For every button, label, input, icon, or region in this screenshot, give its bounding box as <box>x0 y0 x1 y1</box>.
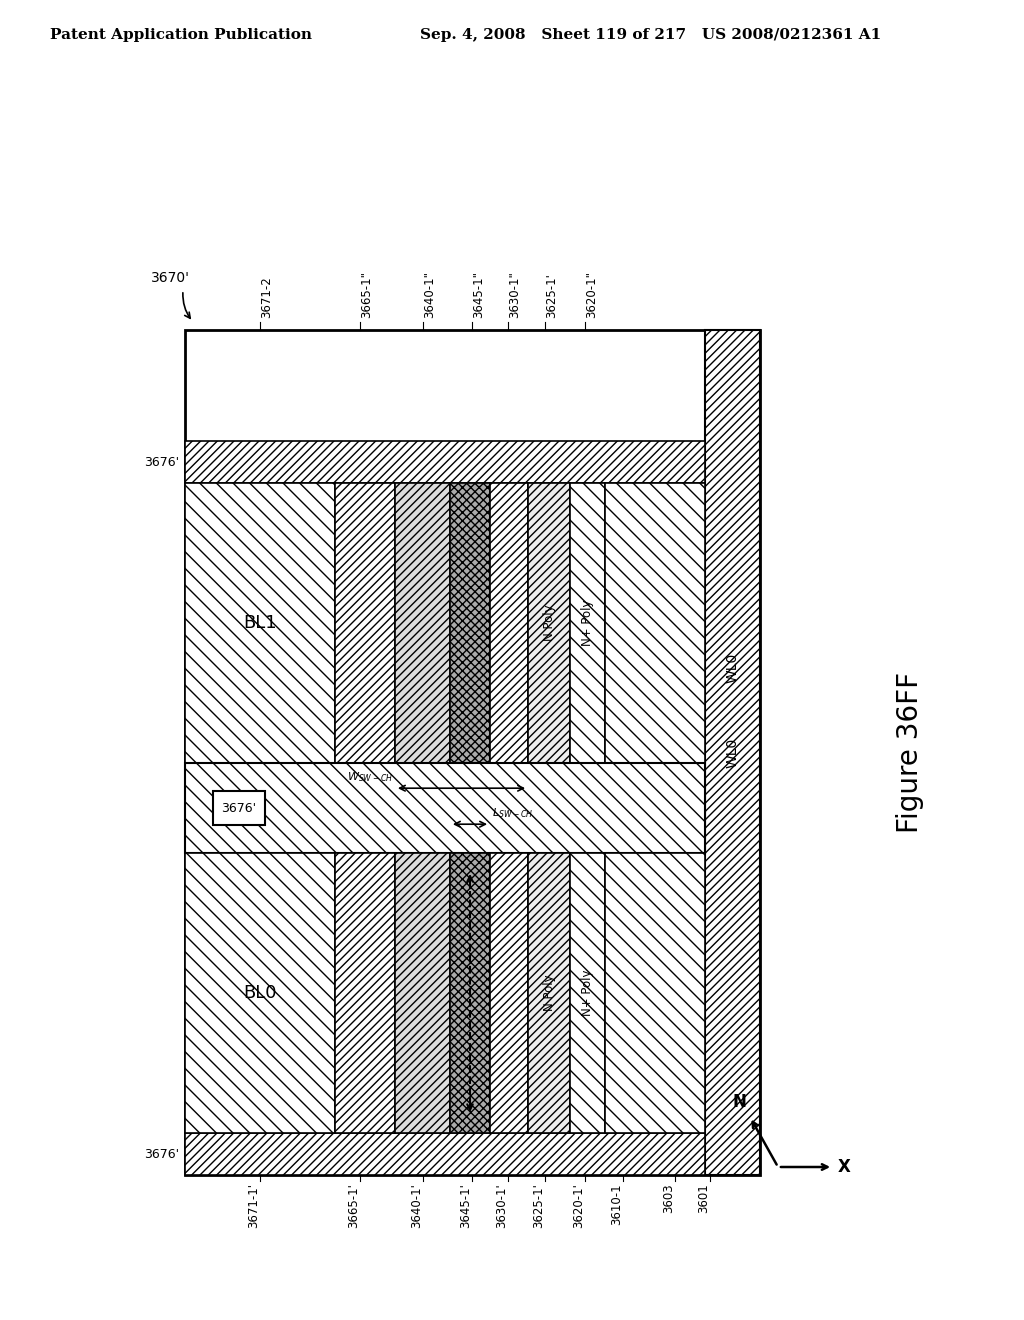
Bar <box>490 483 528 763</box>
Bar <box>213 791 265 825</box>
Text: 3625-1': 3625-1' <box>545 273 558 318</box>
Bar <box>395 853 450 1133</box>
Text: 3671-1': 3671-1' <box>247 1183 260 1228</box>
Text: 3676': 3676' <box>144 455 179 469</box>
Text: N Poly: N Poly <box>543 974 555 1011</box>
Text: WL0: WL0 <box>725 653 739 684</box>
Bar <box>705 330 760 1175</box>
Bar <box>570 483 605 763</box>
Bar <box>185 763 705 853</box>
Text: Sep. 4, 2008   Sheet 119 of 217   US 2008/0212361 A1: Sep. 4, 2008 Sheet 119 of 217 US 2008/02… <box>420 28 882 42</box>
Bar <box>335 483 395 763</box>
Text: 3630-1": 3630-1" <box>508 271 521 318</box>
Text: WL0: WL0 <box>725 738 739 768</box>
Bar <box>570 853 605 1133</box>
Text: 3640-1": 3640-1" <box>423 271 436 318</box>
Text: 3645-1': 3645-1' <box>459 1183 472 1228</box>
Text: N+ Poly: N+ Poly <box>581 599 594 647</box>
Bar <box>335 853 395 1133</box>
Text: BL0: BL0 <box>244 983 276 1002</box>
Bar <box>185 330 760 1175</box>
Text: N: N <box>732 1093 746 1111</box>
Text: 3620-1': 3620-1' <box>572 1183 585 1228</box>
Bar <box>450 483 490 763</box>
Text: 3665-1": 3665-1" <box>360 271 373 318</box>
Bar <box>528 853 570 1133</box>
Text: 3610-1: 3610-1 <box>610 1183 623 1225</box>
Bar <box>605 853 705 1133</box>
Text: 3670': 3670' <box>151 271 189 285</box>
Text: 3603: 3603 <box>662 1183 675 1213</box>
Text: 3645-1": 3645-1" <box>472 271 485 318</box>
Text: 3676': 3676' <box>144 1147 179 1160</box>
Bar <box>185 853 335 1133</box>
Text: N Poly: N Poly <box>543 605 555 642</box>
Bar <box>395 483 450 763</box>
Bar <box>450 853 490 1133</box>
Text: Patent Application Publication: Patent Application Publication <box>50 28 312 42</box>
Text: 3625-1': 3625-1' <box>532 1183 545 1228</box>
Bar <box>605 483 705 763</box>
Text: $L_{SW-CH}$: $L_{SW-CH}$ <box>492 807 534 820</box>
Text: 3640-1': 3640-1' <box>410 1183 423 1228</box>
Text: X: X <box>838 1158 851 1176</box>
Text: Figure 36FF: Figure 36FF <box>896 672 924 833</box>
Text: 3630-1': 3630-1' <box>495 1183 508 1228</box>
Text: 3620-1": 3620-1" <box>585 271 598 318</box>
Bar <box>490 853 528 1133</box>
Bar <box>185 1133 705 1175</box>
Text: BL1: BL1 <box>243 614 276 632</box>
Bar <box>185 483 335 763</box>
Text: N+ Poly: N+ Poly <box>581 970 594 1016</box>
Text: 3601: 3601 <box>697 1183 710 1213</box>
Text: 3676': 3676' <box>221 801 257 814</box>
Bar <box>528 483 570 763</box>
Text: $W_{SW-CH}$: $W_{SW-CH}$ <box>347 771 393 784</box>
Text: 3665-1': 3665-1' <box>347 1183 360 1228</box>
Bar <box>185 441 705 483</box>
Text: 3671-2: 3671-2 <box>260 276 273 318</box>
